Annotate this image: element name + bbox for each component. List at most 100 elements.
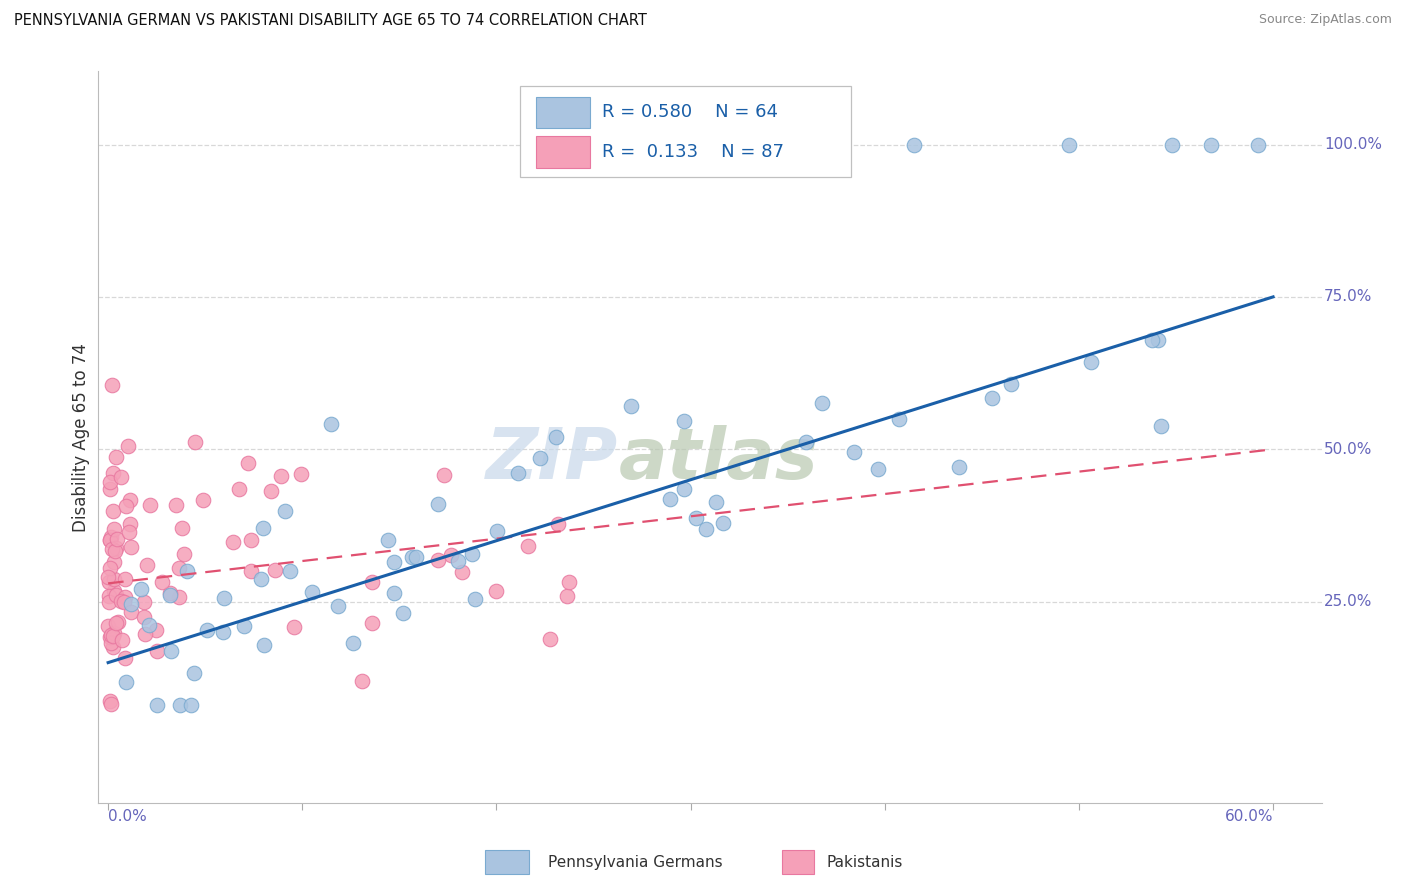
- Point: [711, 516, 734, 531]
- Point: [461, 547, 484, 561]
- Point: [159, 588, 181, 602]
- Point: [120, 597, 142, 611]
- Point: [842, 445, 865, 459]
- Point: [170, 521, 193, 535]
- Text: atlas: atlas: [619, 425, 818, 493]
- Point: [222, 535, 245, 549]
- FancyBboxPatch shape: [520, 86, 851, 178]
- Point: [129, 582, 152, 597]
- Point: [101, 504, 124, 518]
- Point: [138, 618, 160, 632]
- Point: [118, 516, 141, 531]
- Point: [97, 619, 120, 633]
- Point: [392, 606, 415, 620]
- Point: [232, 619, 254, 633]
- Point: [321, 417, 343, 431]
- Point: [184, 434, 207, 449]
- Point: [238, 456, 260, 470]
- Point: [150, 574, 173, 589]
- Point: [100, 697, 122, 711]
- Point: [103, 625, 125, 640]
- Point: [117, 440, 139, 454]
- Point: [1246, 137, 1268, 152]
- Point: [103, 583, 125, 598]
- Point: [101, 541, 124, 556]
- Point: [273, 503, 295, 517]
- Point: [889, 412, 911, 426]
- Point: [214, 591, 236, 605]
- Bar: [485, 849, 530, 874]
- Point: [173, 548, 195, 562]
- Point: [103, 572, 125, 586]
- Point: [101, 377, 124, 392]
- Point: [240, 564, 263, 578]
- Point: [485, 584, 508, 599]
- Point: [794, 434, 817, 449]
- Point: [145, 643, 167, 657]
- Point: [253, 638, 276, 652]
- Point: [516, 539, 538, 553]
- Point: [1140, 333, 1163, 347]
- Point: [350, 673, 373, 688]
- Bar: [536, 136, 591, 168]
- Text: 60.0%: 60.0%: [1225, 809, 1272, 824]
- Point: [166, 499, 188, 513]
- Point: [183, 665, 205, 680]
- Point: [706, 494, 728, 508]
- Point: [145, 623, 167, 637]
- Point: [948, 460, 970, 475]
- Point: [120, 493, 142, 508]
- Point: [283, 620, 305, 634]
- Point: [193, 493, 215, 508]
- Point: [538, 632, 561, 646]
- Point: [136, 558, 159, 572]
- Point: [1080, 354, 1102, 368]
- Point: [159, 644, 181, 658]
- Point: [103, 555, 125, 569]
- Point: [485, 524, 508, 538]
- Point: [377, 533, 399, 547]
- Point: [250, 572, 273, 586]
- Point: [1161, 137, 1184, 152]
- Point: [101, 629, 124, 643]
- Point: [695, 522, 717, 536]
- Point: [405, 550, 427, 565]
- Point: [451, 565, 474, 579]
- Point: [180, 698, 202, 713]
- Point: [673, 483, 696, 497]
- Point: [342, 636, 364, 650]
- Point: [240, 533, 263, 548]
- Point: [167, 590, 190, 604]
- Point: [114, 651, 136, 665]
- Point: [107, 532, 129, 546]
- Point: [132, 610, 155, 624]
- Point: [100, 636, 122, 650]
- Point: [114, 590, 136, 604]
- Point: [169, 560, 191, 574]
- Point: [264, 563, 287, 577]
- Point: [105, 615, 128, 630]
- Point: [328, 599, 350, 614]
- Point: [120, 606, 142, 620]
- Point: [114, 595, 136, 609]
- Point: [114, 572, 136, 586]
- Point: [100, 628, 122, 642]
- Point: [169, 698, 191, 712]
- Point: [427, 497, 450, 511]
- Point: [98, 560, 121, 574]
- Point: [105, 588, 128, 602]
- Point: [547, 516, 569, 531]
- Point: [464, 592, 486, 607]
- Text: Pakistanis: Pakistanis: [827, 855, 903, 870]
- Point: [447, 554, 470, 568]
- Text: ZIP: ZIP: [486, 425, 619, 493]
- Text: Source: ZipAtlas.com: Source: ZipAtlas.com: [1258, 13, 1392, 27]
- Text: R =  0.133    N = 87: R = 0.133 N = 87: [602, 143, 785, 161]
- Text: 100.0%: 100.0%: [1324, 137, 1382, 152]
- Point: [1057, 137, 1080, 152]
- Point: [132, 595, 155, 609]
- Point: [110, 470, 132, 484]
- Point: [98, 533, 121, 548]
- Point: [120, 541, 142, 555]
- Point: [100, 533, 122, 547]
